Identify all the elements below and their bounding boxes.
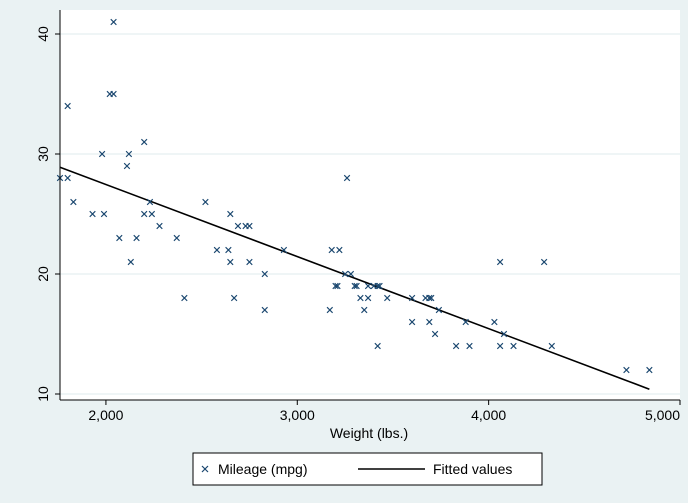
y-tick-label: 20 <box>35 266 51 282</box>
plot-area <box>60 10 680 400</box>
legend: Mileage (mpg) Fitted values <box>193 453 542 485</box>
y-tick-label: 40 <box>35 26 51 42</box>
x-tick-label: 3,000 <box>280 407 315 423</box>
legend-label-mileage: Mileage (mpg) <box>218 461 307 477</box>
x-tick-label: 4,000 <box>471 407 506 423</box>
x-axis-ticks: 2,000 3,000 4,000 5,000 <box>88 400 680 423</box>
y-tick-label: 30 <box>35 146 51 162</box>
legend-label-fitted: Fitted values <box>433 461 512 477</box>
y-axis-ticks: 10 20 30 40 <box>35 26 60 402</box>
y-tick-label: 10 <box>35 386 51 402</box>
x-axis-title: Weight (lbs.) <box>330 425 408 441</box>
x-tick-label: 5,000 <box>645 407 680 423</box>
x-tick-label: 2,000 <box>88 407 123 423</box>
